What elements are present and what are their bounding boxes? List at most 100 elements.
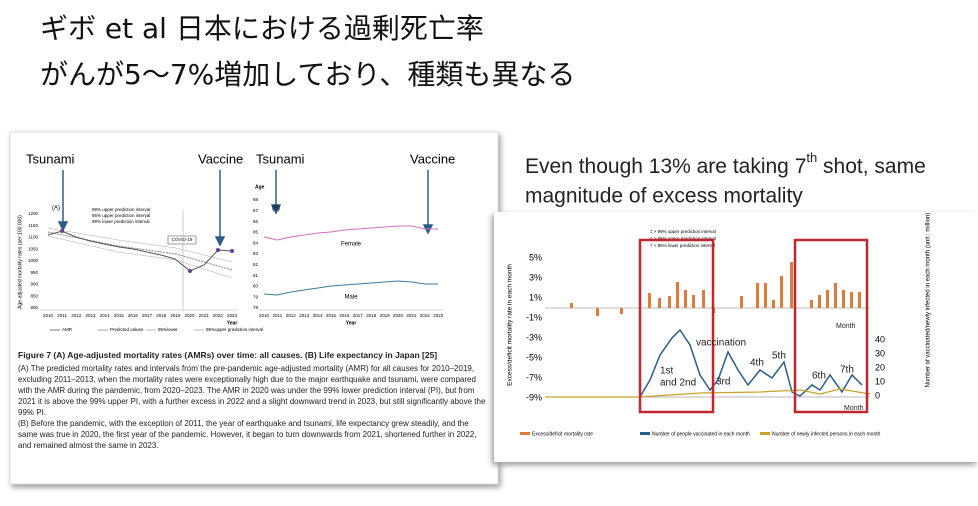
legend-entry: 99% lower prediction interval [92,219,150,224]
x-tick-label: 2010 [259,313,270,318]
note: ‡ > 99% upper prediction interval [650,229,716,234]
y-tick-label: 1050 [28,246,39,251]
x-tick-label: 2012 [71,313,82,318]
caption-text: (A) The predicted mortality rates and in… [18,364,486,417]
y2-tick-label: 20 [875,362,885,372]
y-tick-label: 85 [253,230,259,235]
x-axis-label: Year [346,320,357,326]
annotation: 5th [772,351,786,362]
x-tick-label: 2013 [85,313,96,318]
right-card [494,212,978,462]
x-tick-label: 2017 [142,313,153,318]
series-label: Male [344,295,358,301]
y2-tick-label: 40 [875,334,885,344]
y-tick-label: 79 [253,294,259,299]
y-tick-label: 800 [30,305,38,310]
annotation: Month [844,405,864,412]
annotation: 3rd [716,377,730,388]
x-tick-label: 2018 [366,313,377,318]
caption: Figure 7 (A) Age-adjusted mortality rate… [18,350,488,451]
annotation: 6th [812,371,826,382]
y-tick-label: 1150 [28,223,38,228]
right-heading-2: magnitude of excess mortality [525,185,803,208]
x-tick-label: 2013 [299,313,310,318]
y-tick-label: -7% [526,372,542,382]
x-tick-label: 2016 [128,313,139,318]
legend-entry: 95%lower [158,327,178,332]
y-tick-label: 80 [253,284,259,289]
legend-entry: AMR [62,327,73,332]
x-tick-label: 2015 [326,313,337,318]
note: a > 95% upper prediction interval [650,236,716,241]
y-tick-label: 84 [253,240,259,245]
x-tick-label: 2023 [433,313,444,318]
series-label: Female [341,242,362,248]
y-tick-label: 87 [253,208,259,213]
bars [570,262,861,316]
note: † < 95% lower prediction interval [650,243,715,248]
x-tick-label: 2014 [313,313,324,318]
x-tick-label: 2020 [393,313,404,318]
y-axis-label: Age-adjusted mortality rates (per 100,00… [17,215,23,309]
x-tick-label: 2015 [114,313,125,318]
heading-text: shot, same [817,155,926,178]
y-tick-label: 82 [253,262,259,267]
x-tick-label: 2012 [286,313,297,318]
legend-entry: 99% upper prediction interval [92,207,150,212]
x-axis-label: Year [227,320,238,326]
vaccine-label: Vaccine [410,151,455,166]
y-axis-label: Age [255,184,265,190]
y-tick-label: 850 [30,293,38,298]
right-heading-1: Even though 13% are taking 7th shot, sam… [525,150,926,177]
y2-tick-label: 0 [875,390,880,400]
x-tick-label: 2023 [227,313,238,318]
y-tick-label: 83 [253,251,259,256]
slide-title-1: ギボ et al 日本における過剰死亡率 [40,12,484,45]
y-tick-label: 5% [529,252,542,262]
y-tick-label: -9% [526,392,542,402]
y-tick-label: 86 [253,219,259,224]
x-tick-label: 2019 [380,313,391,318]
annotation: 4th [750,358,764,369]
heading-text: Even though 13% are taking 7 [525,155,806,178]
y2-axis-label: Number of vaccinated/newly infected in e… [926,213,932,388]
arrows [57,170,434,247]
x-tick-label: 2011 [273,313,283,318]
legend-entry: 95%upper prediction interval [206,327,263,332]
x-tick-label: 2019 [170,313,181,318]
x-tick-label: 2022 [213,313,224,318]
legend-entry: 95% upper prediction interval [92,213,150,218]
tsunami-label: Tsunami [26,151,75,166]
x-tick-label: 2021 [406,313,417,318]
panel-label: (A) [52,206,60,212]
y-tick-label: 1% [529,292,542,302]
left-figure: Tsunami Vaccine Tsunami Vaccine (A) (B) … [17,151,455,332]
y-tick-label: -3% [526,332,542,342]
x-tick-label: 2018 [156,313,167,318]
y2-tick-label: 30 [875,348,885,358]
legend-swatch [640,432,650,435]
y-tick-label: 81 [253,273,259,278]
y-tick-label: 900 [30,282,38,287]
heading-sup: th [806,150,817,165]
y-tick-label: -1% [526,312,542,322]
y-tick-label: 1000 [28,258,39,263]
x-tick-label: 2016 [339,313,350,318]
right-figure: ‡ > 99% upper prediction interval a > 95%… [507,213,932,438]
legend-swatch [520,432,530,435]
legend-entry: Number of people vaccinated in each mont… [652,431,750,437]
x-tick-label: 2020 [184,313,195,318]
y-tick-label: 950 [30,270,38,275]
y2-tick-label: 10 [875,376,885,386]
x-tick-label: 2021 [199,313,210,318]
annotation: and 2nd [660,378,696,389]
annotation: 1st [660,366,674,377]
y-tick-label: -5% [526,352,542,362]
slide-title-2: がんが5〜7%増加しており、種類も異なる [40,58,575,91]
annotation: Month [836,323,856,330]
panel-label: (B) [272,206,280,212]
y-tick-label: 1200 [28,211,39,216]
tsunami-label: Tsunami [256,151,305,166]
legend-swatch [760,432,770,435]
